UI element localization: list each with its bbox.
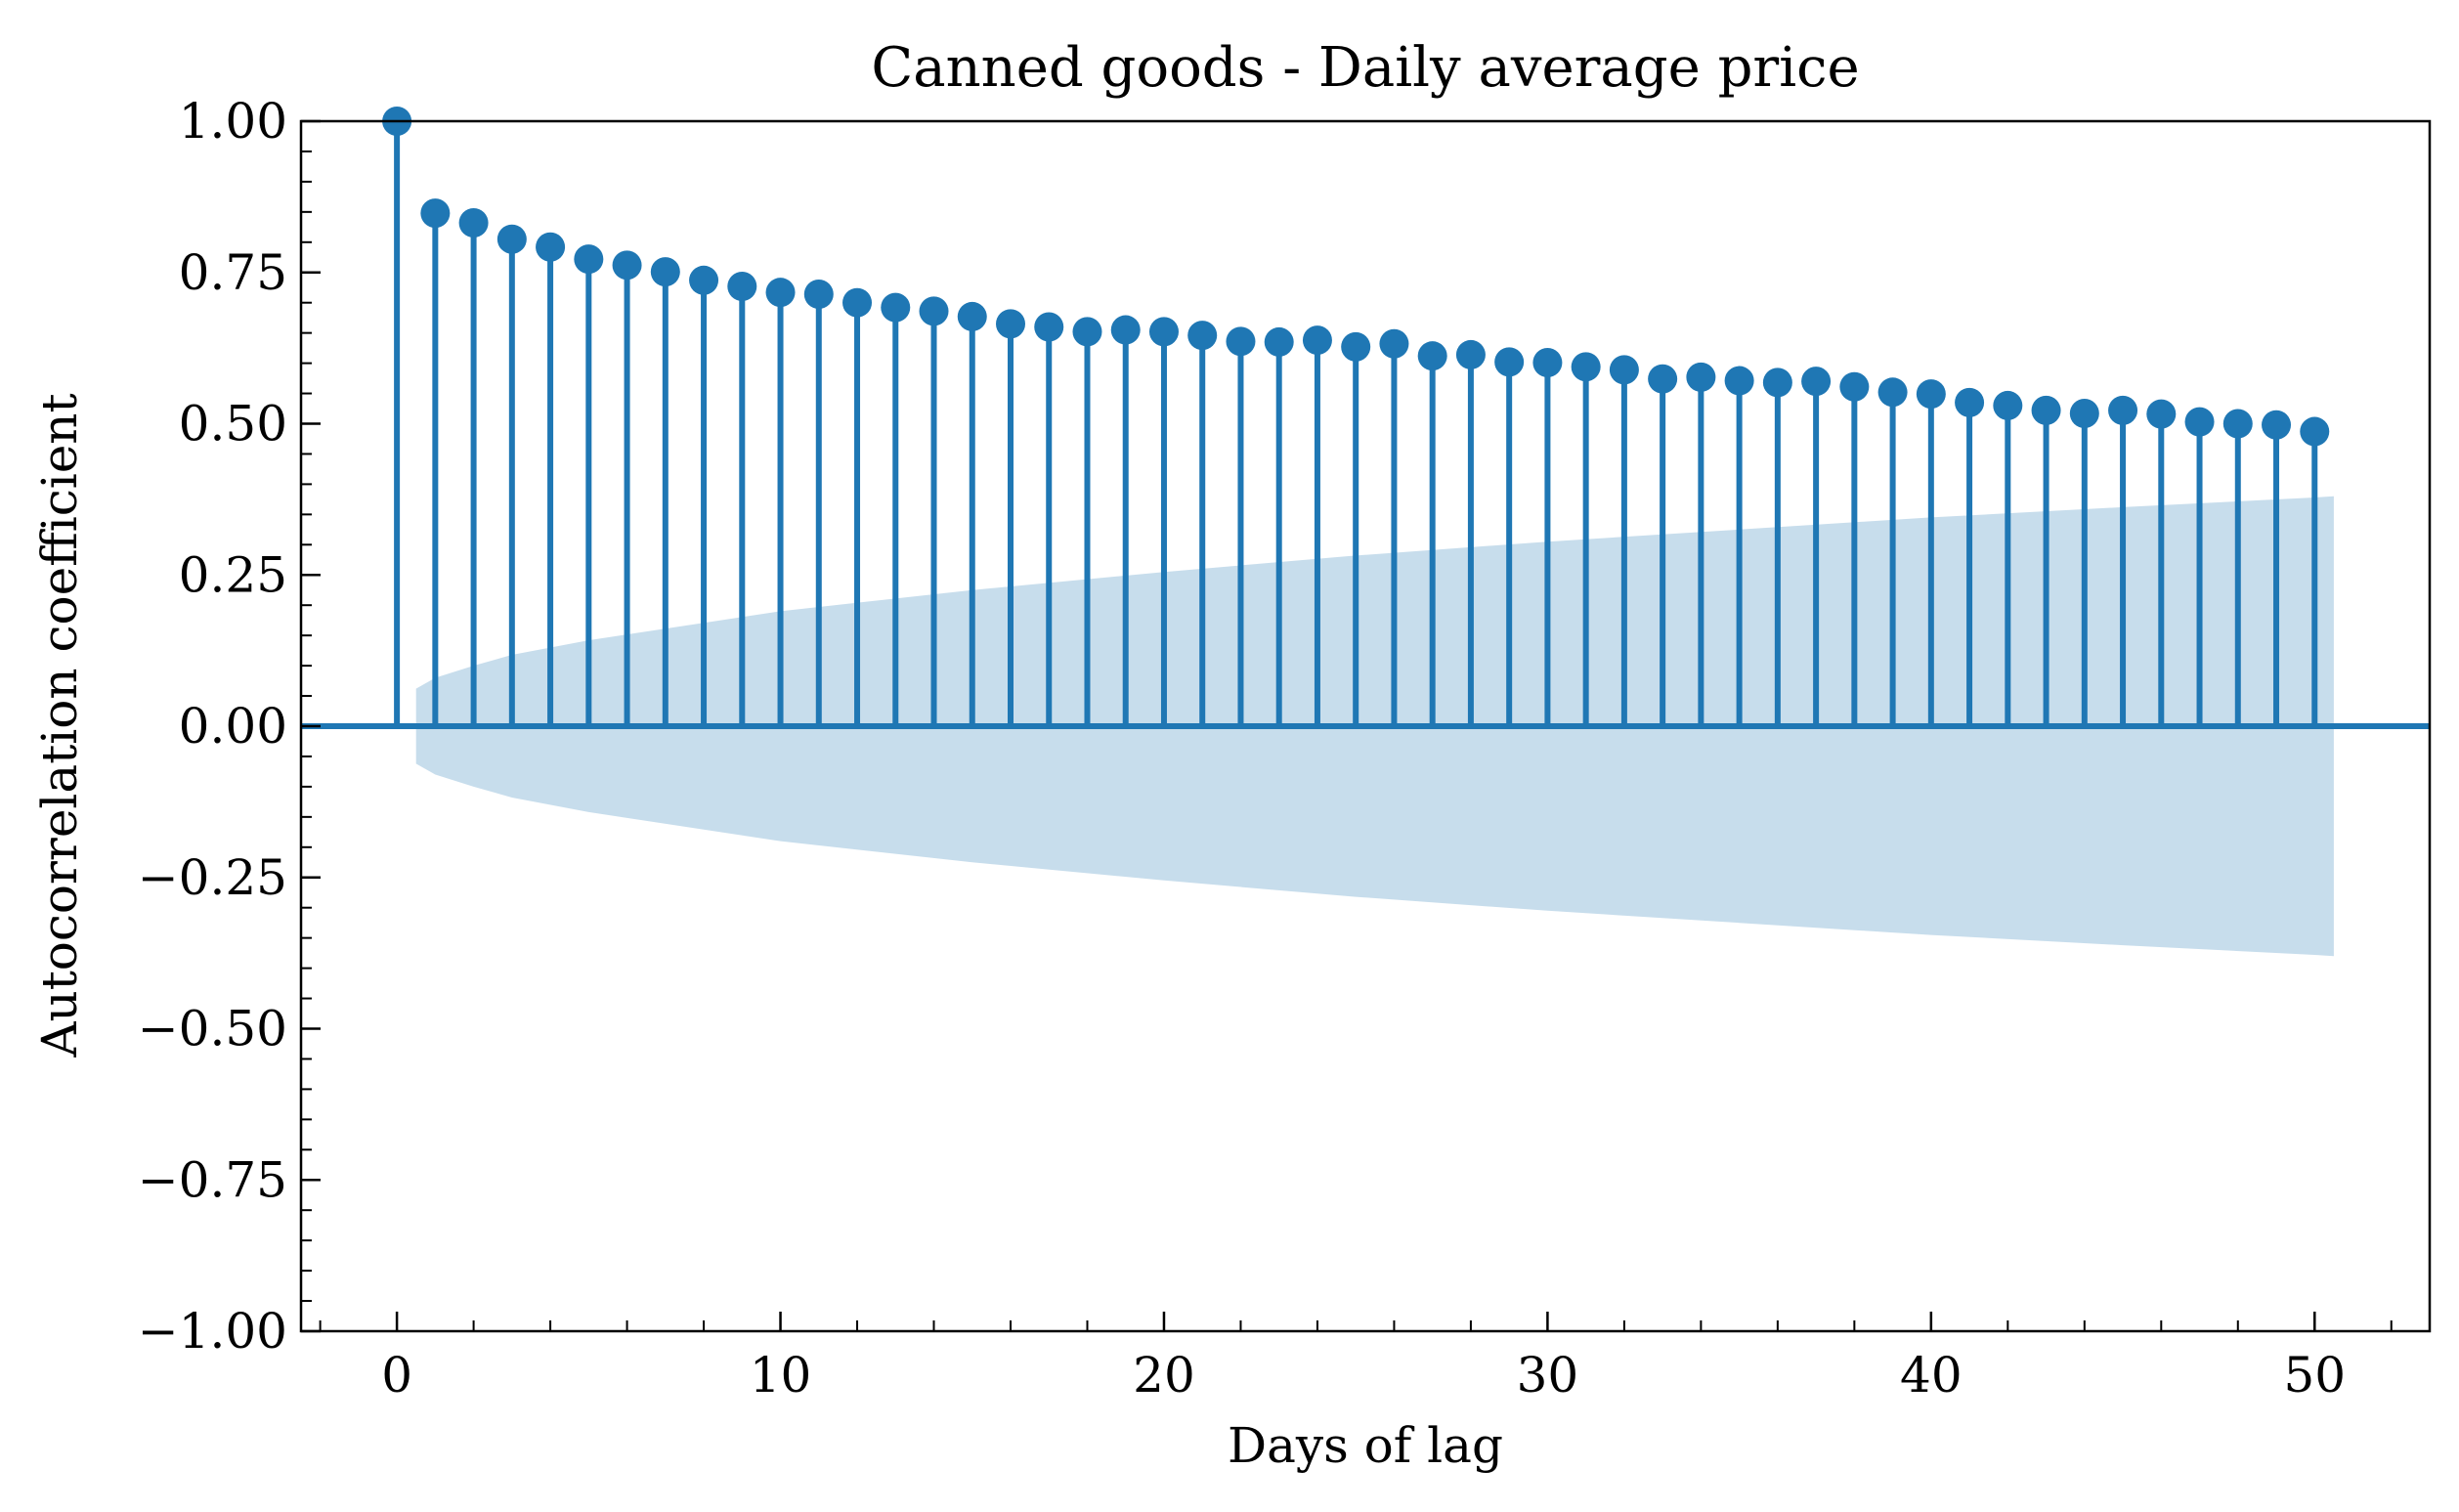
x-tick-label-0: 0 xyxy=(381,1347,412,1404)
acf-point-lag-38 xyxy=(1839,372,1869,402)
x-tick-label-2: 20 xyxy=(1133,1347,1195,1404)
acf-point-lag-4 xyxy=(536,233,565,262)
acf-point-lag-48 xyxy=(2223,410,2253,439)
y-axis-label: Autocorrelation coefficient xyxy=(31,393,88,1058)
y-tick-label-5: 0.25 xyxy=(179,546,287,603)
y-tick-label-8: 1.00 xyxy=(179,93,287,150)
y-tick-label-7: 0.75 xyxy=(179,244,287,301)
acf-point-lag-39 xyxy=(1878,377,1908,407)
acf-point-lag-49 xyxy=(2262,410,2291,440)
acf-point-lag-25 xyxy=(1341,332,1370,362)
acf-point-lag-30 xyxy=(1532,348,1562,377)
acf-point-lag-13 xyxy=(881,293,910,323)
acf-point-lag-45 xyxy=(2108,396,2137,425)
acf-point-lag-28 xyxy=(1456,340,1486,369)
acf-point-lag-41 xyxy=(1955,388,1984,417)
acf-point-lag-6 xyxy=(613,250,642,280)
acf-point-lag-32 xyxy=(1610,355,1639,384)
acf-point-lag-11 xyxy=(804,280,834,309)
acf-point-lag-2 xyxy=(459,208,489,238)
acf-point-lag-5 xyxy=(574,244,603,274)
acf-point-lag-44 xyxy=(2070,399,2099,428)
acf-point-lag-27 xyxy=(1418,341,1447,370)
acf-point-lag-47 xyxy=(2185,408,2215,437)
acf-point-lag-1 xyxy=(420,198,450,228)
x-tick-label-5: 50 xyxy=(2283,1347,2346,1404)
acf-point-lag-43 xyxy=(2032,396,2061,425)
acf-point-lag-46 xyxy=(2146,400,2176,429)
x-axis-label: Days of lag xyxy=(1228,1417,1503,1474)
acf-point-lag-21 xyxy=(1187,321,1217,350)
acf-point-lag-8 xyxy=(689,266,718,295)
acf-point-lag-36 xyxy=(1763,367,1792,397)
acf-point-lag-42 xyxy=(1993,391,2022,420)
acf-point-lag-18 xyxy=(1072,317,1101,346)
acf-point-lag-40 xyxy=(1917,379,1946,409)
acf-point-lag-9 xyxy=(727,272,756,301)
y-tick-label-2: −0.50 xyxy=(138,1001,287,1058)
y-tick-label-1: −0.75 xyxy=(138,1151,287,1208)
chart-title: Canned goods - Daily average price xyxy=(871,36,1859,100)
acf-point-lag-29 xyxy=(1494,347,1524,376)
acf-point-lag-31 xyxy=(1572,352,1601,381)
acf-point-lag-35 xyxy=(1725,367,1754,396)
y-tick-label-3: −0.25 xyxy=(138,849,287,906)
y-tick-label-4: 0.00 xyxy=(179,698,287,755)
acf-point-lag-50 xyxy=(2300,417,2329,447)
acf-point-lag-19 xyxy=(1111,316,1141,345)
x-tick-label-4: 40 xyxy=(1900,1347,1963,1404)
acf-point-lag-22 xyxy=(1226,326,1255,356)
acf-point-lag-17 xyxy=(1034,312,1063,341)
y-tick-label-6: 0.50 xyxy=(179,396,287,453)
x-tick-label-1: 10 xyxy=(750,1347,812,1404)
acf-point-lag-26 xyxy=(1379,329,1408,359)
acf-point-lag-33 xyxy=(1648,365,1677,394)
acf-point-lag-20 xyxy=(1149,317,1179,346)
acf-point-lag-15 xyxy=(958,302,987,331)
x-tick-label-3: 30 xyxy=(1517,1347,1579,1404)
acf-point-lag-3 xyxy=(497,225,527,254)
acf-point-lag-23 xyxy=(1265,327,1294,357)
acf-point-lag-24 xyxy=(1303,325,1332,355)
acf-point-lag-37 xyxy=(1801,367,1831,396)
acf-point-lag-14 xyxy=(920,296,949,325)
acf-point-lag-12 xyxy=(842,288,872,318)
acf-point-lag-16 xyxy=(996,309,1025,338)
y-tick-label-0: −1.00 xyxy=(138,1303,287,1360)
acf-point-lag-10 xyxy=(766,278,796,307)
acf-point-lag-34 xyxy=(1686,363,1715,392)
acf-point-lag-7 xyxy=(651,257,680,286)
